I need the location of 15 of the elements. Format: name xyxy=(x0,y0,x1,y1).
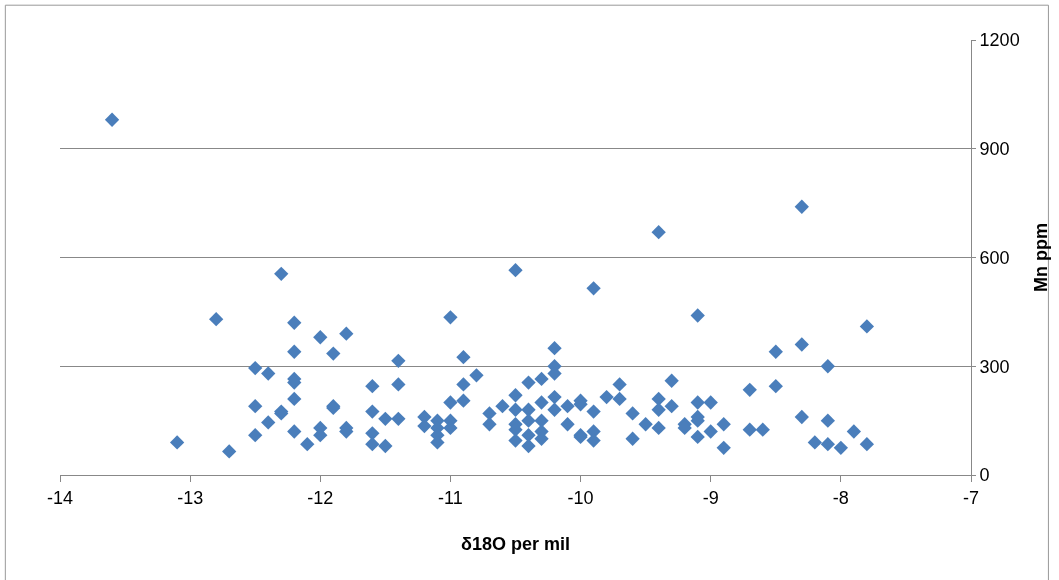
x-tick-label: -10 xyxy=(567,487,594,508)
y-axis-title: Mn ppm xyxy=(1030,223,1051,292)
x-tick-label: -8 xyxy=(832,487,849,508)
x-tick-label: -11 xyxy=(438,487,463,508)
y-tick-label: 300 xyxy=(979,356,1010,377)
x-tick-label: -9 xyxy=(702,487,719,508)
x-tick-label: -12 xyxy=(307,487,334,508)
y-tick-label: 600 xyxy=(979,247,1010,268)
x-tick-label: -14 xyxy=(46,487,74,508)
x-tick-label: -7 xyxy=(962,487,980,508)
y-tick-label: 900 xyxy=(979,139,1010,160)
y-tick-label: 1200 xyxy=(979,30,1020,51)
x-tick-label: -13 xyxy=(177,487,204,508)
x-axis-title: δ18O per mil xyxy=(461,533,570,554)
y-tick-label: 0 xyxy=(979,465,990,486)
